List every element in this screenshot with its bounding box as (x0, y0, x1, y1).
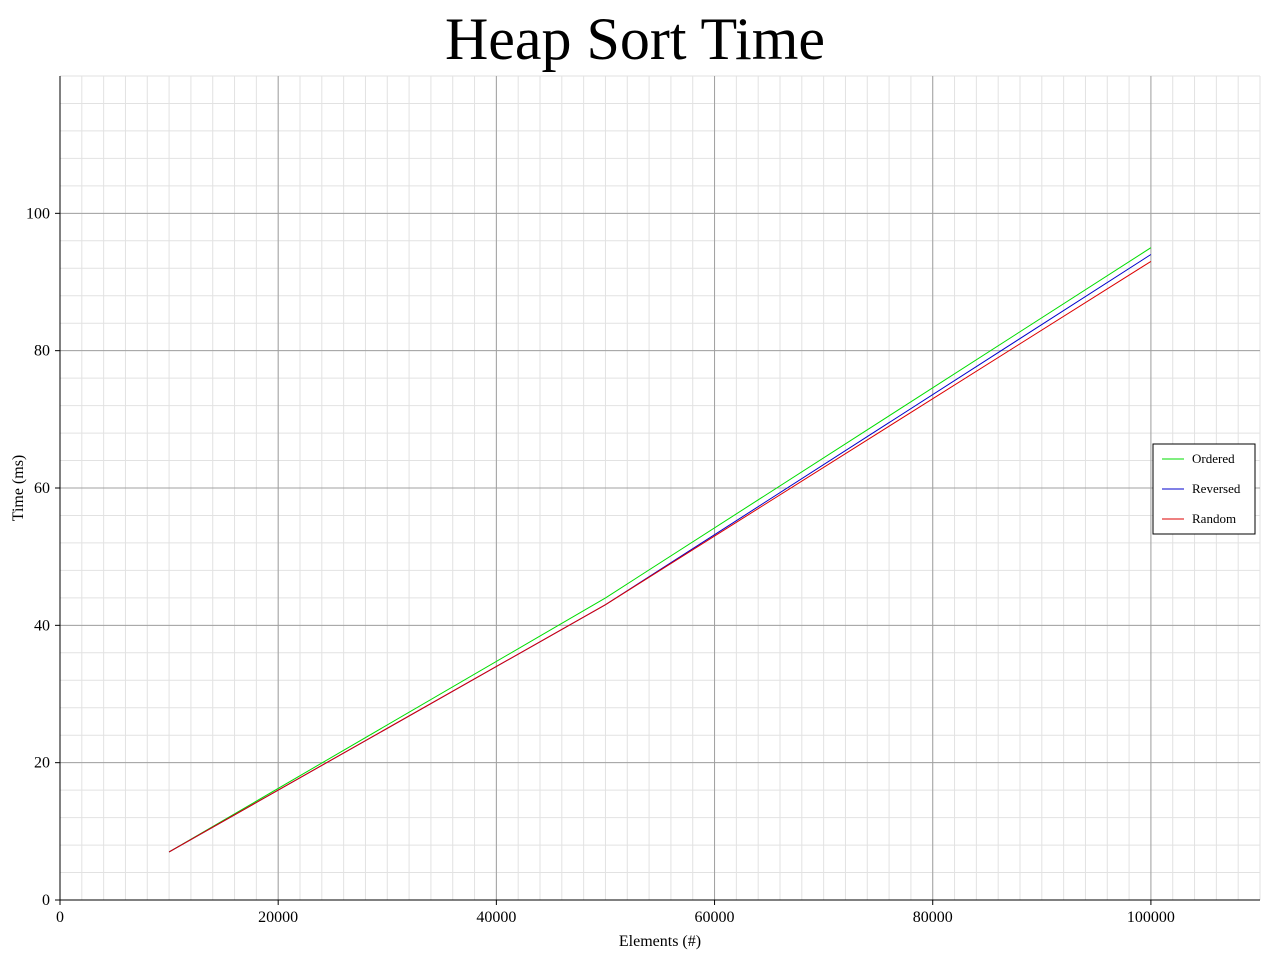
series-line-random (168, 260, 1152, 853)
x-tick-label: 100000 (1127, 909, 1175, 926)
chart-title: Heap Sort Time (445, 6, 825, 72)
y-tick-label: 60 (34, 480, 50, 497)
x-tick-label: 20000 (258, 909, 298, 926)
y-tick-label: 0 (42, 892, 50, 909)
legend: Ordered Reversed Random (1152, 443, 1256, 535)
x-tick-labels: 0 20000 40000 60000 80000 100000 (56, 900, 1175, 926)
legend-label-random: Random (1192, 511, 1236, 526)
x-axis-label: Elements (#) (619, 933, 701, 950)
legend-label-reversed: Reversed (1192, 481, 1241, 496)
x-tick-label: 60000 (695, 909, 735, 926)
y-tick-labels: 0 20 40 60 80 100 (26, 205, 60, 909)
series-line-ordered (168, 247, 1152, 853)
x-tick-label: 0 (56, 909, 64, 926)
x-tick-label: 40000 (476, 909, 516, 926)
legend-label-ordered: Ordered (1192, 451, 1235, 466)
y-tick-label: 100 (26, 205, 50, 222)
y-axis-label: Time (ms) (10, 455, 27, 522)
series-lines (168, 247, 1152, 853)
y-tick-label: 40 (34, 617, 50, 634)
y-tick-label: 20 (34, 755, 50, 772)
x-tick-label: 80000 (913, 909, 953, 926)
major-gridlines (59, 76, 1260, 901)
y-tick-label: 80 (34, 343, 50, 360)
